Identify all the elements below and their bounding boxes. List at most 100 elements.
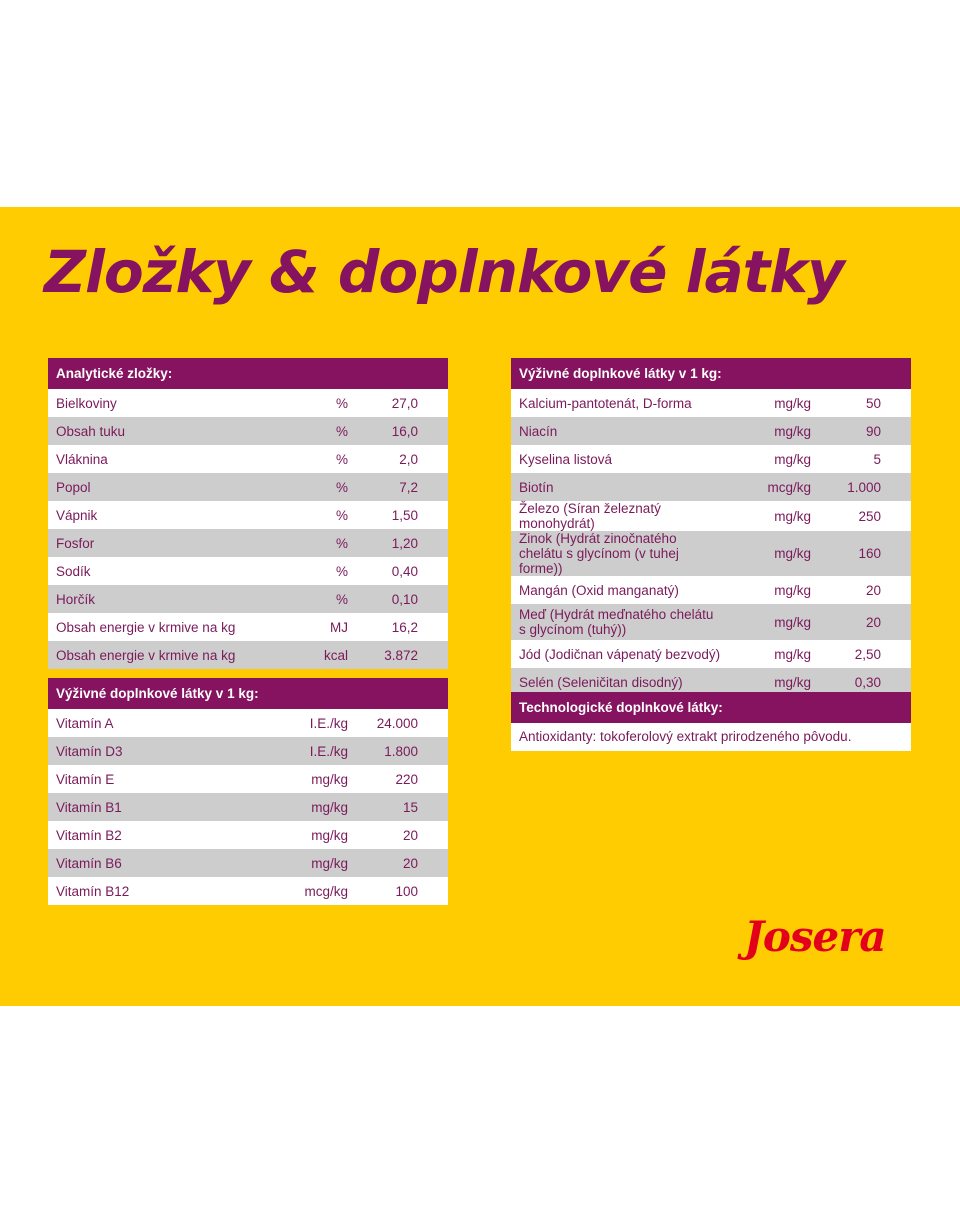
row-name: Vitamín D3: [56, 743, 123, 759]
row-unit: I.E./kg: [309, 743, 348, 759]
table-row: Popol% 7,2: [48, 473, 448, 501]
row-unit: mg/kg: [311, 771, 348, 787]
row-value: 20: [402, 827, 418, 843]
row-value: 0,30: [854, 674, 881, 690]
row-name: Vitamín E: [56, 771, 115, 787]
table-row: Obsah tuku% 16,0: [48, 417, 448, 445]
table-row: Vitamín D3 I.E./kg 1.800: [48, 737, 448, 765]
row-value: 50: [865, 395, 881, 411]
table-row: Obsah energie v krmive na kg MJ 16,2: [48, 613, 448, 641]
row-unit: %: [335, 507, 348, 523]
row-unit: %: [335, 591, 348, 607]
row-name: Vitamín B6: [56, 855, 122, 871]
table-row: Vláknina% 2,0: [48, 445, 448, 473]
table-row: Sodík% 0,40: [48, 557, 448, 585]
table-row: Vitamín B12 mcg/kg 100: [48, 877, 448, 905]
row-value: 24.000: [376, 715, 418, 731]
row-name: Vápnik: [56, 507, 98, 523]
table-row: Vitamín B1 mg/kg 15: [48, 793, 448, 821]
row-value: 90: [865, 423, 881, 439]
row-name: Obsah energie v krmive na kg: [56, 647, 236, 663]
row-unit: mg/kg: [774, 546, 811, 561]
row-unit: %: [335, 395, 348, 411]
row-value: 250: [858, 508, 881, 524]
row-value: 2,0: [399, 451, 418, 467]
row-unit: %: [335, 451, 348, 467]
table-row: Selén (Seleničitan disodný) mg/kg 0,30: [511, 668, 911, 696]
table-header: Analytické zložky:: [48, 358, 448, 389]
row-unit: mg/kg: [774, 395, 811, 411]
table-row: Kalcium-pantotenát, D-forma mg/kg 50: [511, 389, 911, 417]
technological-note: Antioxidanty: tokoferolový extrakt priro…: [511, 723, 911, 751]
row-value: 220: [395, 771, 418, 787]
row-unit: %: [335, 535, 348, 551]
table-row: Niacín mg/kg 90: [511, 417, 911, 445]
row-name: Fosfor: [56, 535, 95, 551]
row-value: 27,0: [391, 395, 418, 411]
row-value: 20: [865, 614, 881, 630]
table-row: Zinok (Hydrát zinočnatého chelátu s glyc…: [511, 531, 911, 576]
row-name: Obsah energie v krmive na kg: [56, 619, 236, 635]
row-name: Bielkoviny: [56, 395, 117, 411]
table-row: Vitamín B2 mg/kg 20: [48, 821, 448, 849]
row-unit: %: [335, 479, 348, 495]
row-unit: mg/kg: [311, 827, 348, 843]
row-value: 3.872: [384, 647, 418, 663]
table-header: Výživné doplnkové látky v 1 kg:: [511, 358, 911, 389]
row-value: 20: [865, 582, 881, 598]
row-name: Vitamín B2: [56, 827, 122, 843]
row-name: Selén (Seleničitan disodný): [519, 674, 683, 690]
row-unit: mg/kg: [774, 508, 811, 524]
row-name: Vitamín A: [56, 715, 114, 731]
table-row: Železo (Síran železnatý monohydrát) mg/kg…: [511, 501, 911, 531]
row-unit: mg/kg: [774, 646, 811, 662]
table-row: Biotín mcg/kg 1.000: [511, 473, 911, 501]
row-name: Jód (Jodičnan vápenatý bezvodý): [519, 646, 721, 662]
table-row: Bielkoviny% 27,0: [48, 389, 448, 417]
table-row: Vitamín A I.E./kg 24.000: [48, 709, 448, 737]
row-name: Kyselina listová: [519, 451, 613, 467]
table-header: Technologické doplnkové látky:: [511, 692, 911, 723]
row-unit: mcg/kg: [767, 479, 811, 495]
analytic-table: Analytické zložky: Bielkoviny% 27,0 Obsah …: [48, 358, 448, 669]
row-name: Sodík: [56, 563, 91, 579]
row-value: 1,20: [391, 535, 418, 551]
page-title: Zložky & doplnkové látky: [44, 238, 845, 306]
row-name: Biotín: [519, 479, 554, 495]
row-unit: mg/kg: [774, 423, 811, 439]
row-value: 0,10: [391, 591, 418, 607]
row-unit: mg/kg: [774, 674, 811, 690]
row-unit: mcg/kg: [304, 883, 348, 899]
row-unit: MJ: [330, 619, 348, 635]
table-row: Vitamín B6 mg/kg 20: [48, 849, 448, 877]
row-value: 1.800: [384, 743, 418, 759]
row-value: 16,2: [391, 619, 418, 635]
row-value: 100: [395, 883, 418, 899]
row-value: 20: [402, 855, 418, 871]
row-name: Železo (Síran železnatý monohydrát): [519, 501, 661, 531]
table-header: Výživné doplnkové látky v 1 kg:: [48, 678, 448, 709]
row-name: Vitamín B1: [56, 799, 122, 815]
row-name: Meď (Hydrát meďnatého chelátu s glycínom…: [519, 607, 714, 637]
vitamins-table: Výživné doplnkové látky v 1 kg: Vitamín …: [48, 678, 448, 905]
table-row: Obsah energie v krmive na kg kcal 3.872: [48, 641, 448, 669]
row-value: 160: [858, 546, 881, 561]
row-value: 7,2: [399, 479, 418, 495]
row-name: Vitamín B12: [56, 883, 130, 899]
table-row: Vitamín E mg/kg 220: [48, 765, 448, 793]
row-name: Kalcium-pantotenát, D-forma: [519, 395, 692, 411]
row-name: Obsah tuku: [56, 423, 126, 439]
table-row: Horčík% 0,10: [48, 585, 448, 613]
row-unit: %: [335, 423, 348, 439]
row-value: 5: [873, 451, 881, 467]
table-row: Jód (Jodičnan vápenatý bezvodý) mg/kg 2,50: [511, 640, 911, 668]
row-unit: mg/kg: [311, 855, 348, 871]
row-name: Niacín: [519, 423, 558, 439]
row-unit: mg/kg: [774, 614, 811, 630]
row-value: 16,0: [391, 423, 418, 439]
row-name: Vláknina: [56, 451, 108, 467]
row-name: Horčík: [56, 591, 96, 607]
josera-logo: Josera: [744, 912, 887, 961]
nutritional-table: Výživné doplnkové látky v 1 kg: Kalcium-…: [511, 358, 911, 696]
row-name: Zinok (Hydrát zinočnatého chelátu s glyc…: [519, 531, 679, 576]
